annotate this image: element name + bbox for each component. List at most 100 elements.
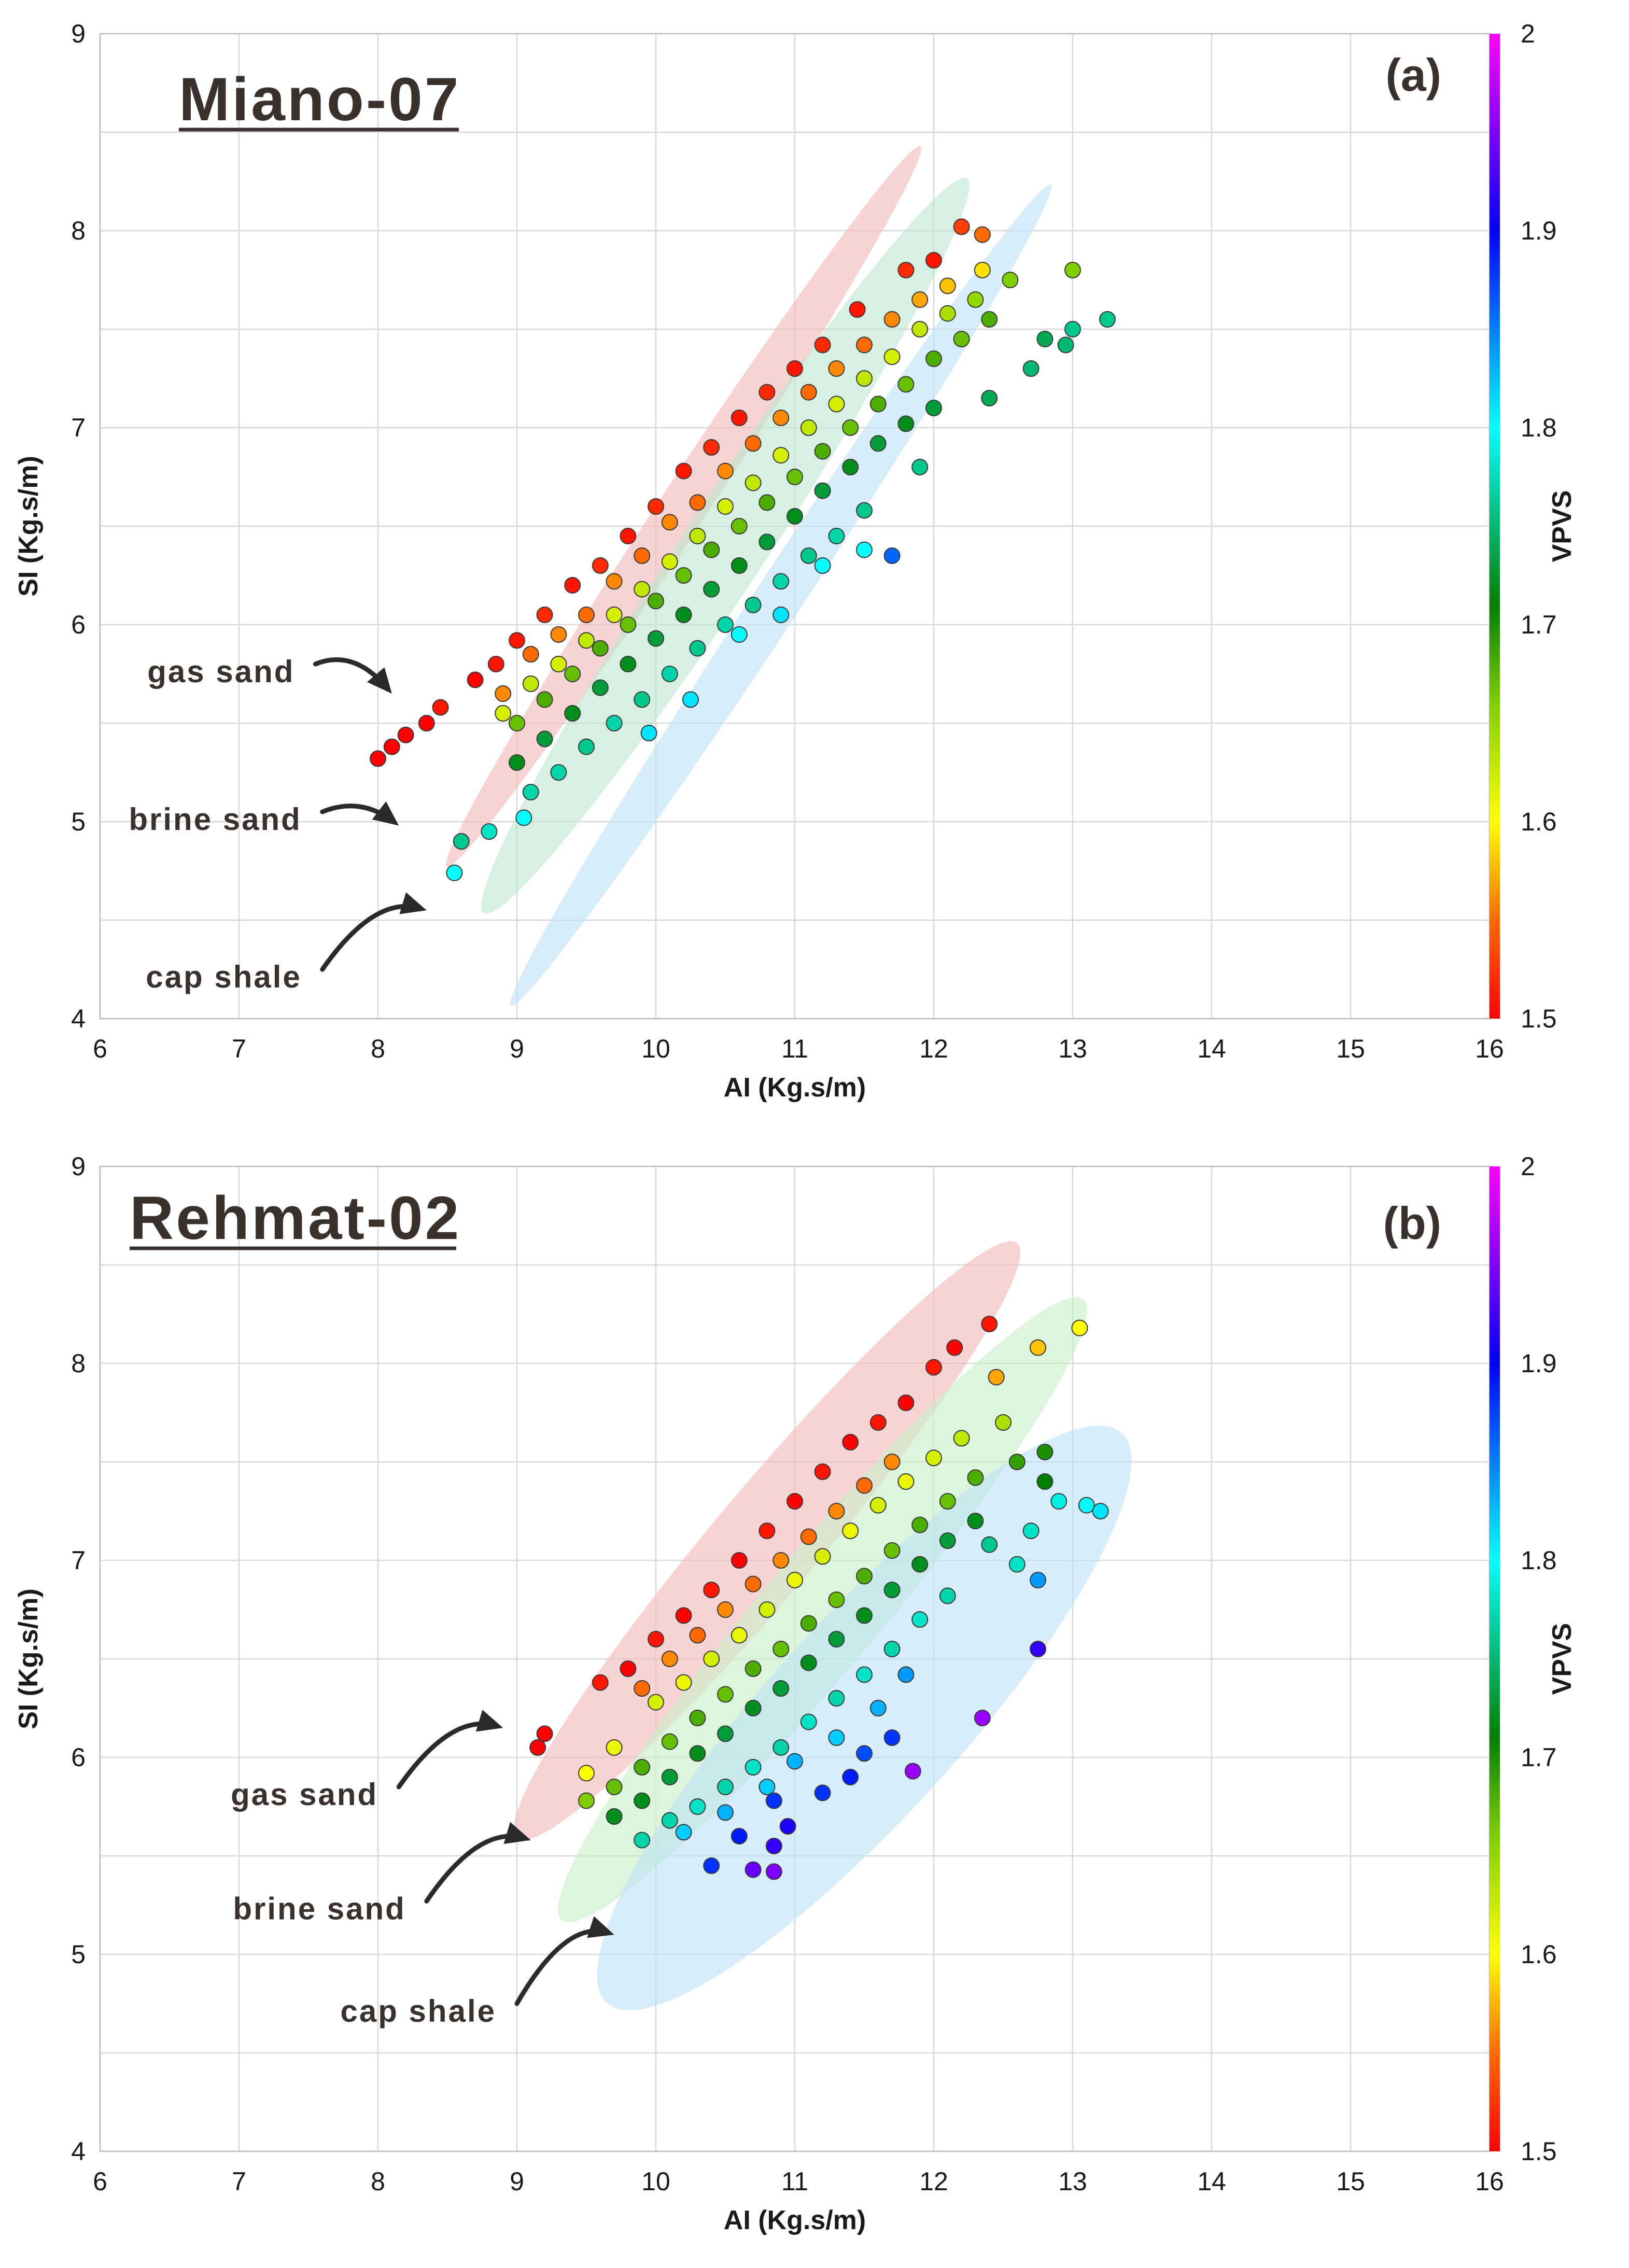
well-name: Miano-07 bbox=[179, 65, 460, 134]
data-point bbox=[550, 626, 567, 643]
data-point bbox=[717, 498, 734, 515]
data-point bbox=[1030, 1641, 1046, 1657]
data-point bbox=[946, 1339, 963, 1356]
data-point bbox=[787, 1572, 803, 1588]
data-point bbox=[481, 823, 498, 840]
data-point bbox=[745, 435, 762, 452]
data-point bbox=[453, 833, 470, 850]
data-point bbox=[911, 1611, 929, 1628]
data-point bbox=[967, 291, 984, 308]
colorbar-tick-label: 2 bbox=[1521, 1152, 1535, 1181]
data-point bbox=[1002, 272, 1019, 288]
data-point bbox=[828, 528, 845, 544]
colorbar-tick-label: 1.9 bbox=[1521, 216, 1557, 245]
data-point bbox=[814, 557, 831, 574]
data-point bbox=[869, 1414, 887, 1431]
y-tick-label: 7 bbox=[71, 1546, 86, 1575]
data-point bbox=[620, 656, 637, 672]
y-axis-title: SI (Kg.s/m) bbox=[13, 456, 44, 597]
colorbar-title: VPVS bbox=[1547, 490, 1577, 562]
data-point bbox=[446, 864, 463, 881]
x-tick-label: 11 bbox=[781, 1034, 808, 1063]
data-point bbox=[432, 699, 449, 716]
x-tick-label: 9 bbox=[510, 1034, 524, 1063]
data-point bbox=[904, 1763, 921, 1780]
data-point bbox=[634, 691, 651, 708]
data-point bbox=[856, 336, 873, 354]
data-point bbox=[911, 459, 929, 475]
data-point bbox=[925, 1449, 942, 1467]
data-point bbox=[648, 630, 664, 647]
data-point bbox=[856, 1477, 873, 1494]
data-point bbox=[967, 1513, 984, 1529]
data-point bbox=[773, 1641, 790, 1657]
data-point bbox=[939, 1587, 956, 1604]
data-point bbox=[814, 482, 831, 499]
data-point bbox=[592, 557, 609, 574]
data-point bbox=[773, 573, 790, 590]
data-point bbox=[787, 469, 803, 485]
data-point bbox=[883, 1542, 901, 1559]
x-tick-label: 7 bbox=[232, 2167, 246, 2196]
data-point bbox=[883, 1454, 901, 1470]
x-tick-label: 7 bbox=[232, 1034, 246, 1063]
x-tick-label: 14 bbox=[1197, 2167, 1226, 2196]
data-point bbox=[759, 384, 776, 401]
data-point bbox=[703, 541, 720, 558]
data-point bbox=[849, 301, 866, 318]
data-point bbox=[495, 685, 512, 702]
data-point bbox=[606, 1779, 623, 1795]
data-point bbox=[828, 1503, 845, 1519]
data-point bbox=[883, 348, 901, 365]
data-point bbox=[967, 1469, 984, 1486]
data-point bbox=[988, 1369, 1005, 1386]
data-point bbox=[1057, 336, 1074, 354]
data-point bbox=[578, 1765, 595, 1782]
colorbar-tick-label: 1.9 bbox=[1521, 1349, 1557, 1378]
data-point bbox=[773, 410, 790, 426]
data-point bbox=[1078, 1497, 1095, 1514]
data-point bbox=[522, 646, 539, 663]
data-point bbox=[745, 1861, 762, 1878]
x-tick-label: 15 bbox=[1336, 1034, 1365, 1063]
data-point bbox=[529, 1739, 546, 1756]
data-point bbox=[717, 616, 734, 633]
data-point bbox=[634, 547, 651, 564]
x-tick-label: 14 bbox=[1197, 1034, 1226, 1063]
data-point bbox=[759, 533, 776, 551]
data-point bbox=[787, 1753, 803, 1770]
zone-label-gas-sand: gas sand bbox=[147, 654, 294, 689]
data-point bbox=[974, 1710, 991, 1726]
annotation-arrow bbox=[396, 1721, 499, 1790]
data-point bbox=[620, 616, 637, 633]
data-point bbox=[828, 1591, 845, 1608]
well-name: Rehmat-02 bbox=[130, 1184, 461, 1252]
data-point bbox=[800, 419, 817, 436]
colorbar-tick-label: 1.6 bbox=[1521, 1940, 1557, 1969]
data-point bbox=[773, 607, 790, 623]
data-point bbox=[842, 1769, 859, 1785]
data-point bbox=[995, 1414, 1012, 1431]
data-point bbox=[620, 528, 637, 544]
data-point bbox=[883, 1729, 901, 1746]
data-point bbox=[578, 607, 595, 623]
data-point bbox=[828, 396, 845, 413]
data-point bbox=[509, 632, 525, 649]
arrow-head bbox=[587, 1916, 614, 1938]
data-point bbox=[953, 331, 970, 347]
data-point bbox=[800, 1615, 817, 1632]
data-point bbox=[536, 691, 553, 708]
data-point bbox=[731, 626, 748, 643]
y-tick-label: 9 bbox=[71, 19, 86, 48]
data-point bbox=[800, 1713, 817, 1730]
panel-b: gas sand brine sand cap shale 6 7 8 9 10 11 12 13 1… bbox=[13, 1152, 1577, 2235]
data-point bbox=[648, 593, 664, 610]
y-tick-label: 4 bbox=[71, 1004, 86, 1033]
colorbar-tick-label: 1.7 bbox=[1521, 1743, 1557, 1772]
data-point bbox=[883, 1641, 901, 1657]
data-point bbox=[661, 1812, 678, 1829]
data-point bbox=[689, 640, 706, 657]
data-point bbox=[925, 1359, 942, 1376]
data-point bbox=[856, 1607, 873, 1624]
colorbar-tick-label: 1.5 bbox=[1521, 2137, 1557, 2166]
